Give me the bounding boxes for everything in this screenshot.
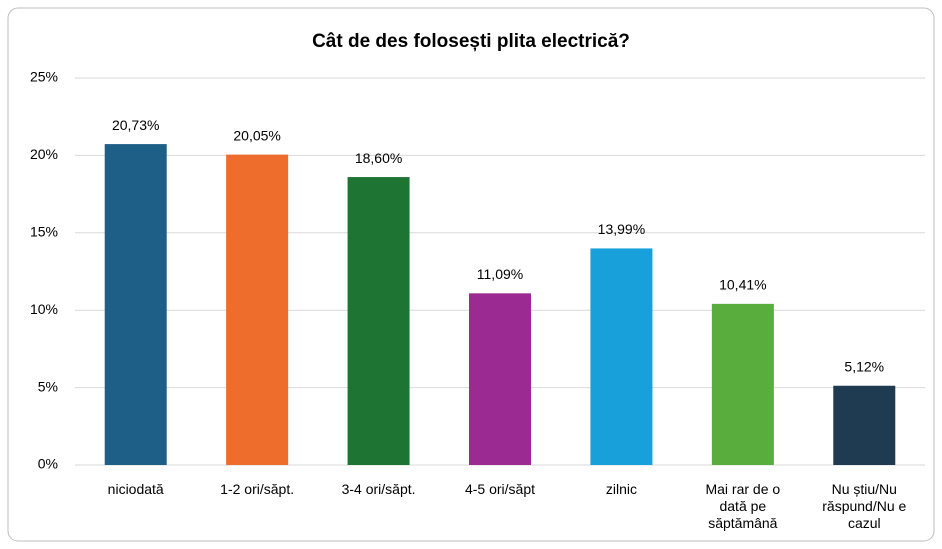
x-tick-group: Mai rar de o dată pe săptămână (705, 481, 781, 531)
x-tick-label: niciodată (107, 481, 164, 497)
bar (711, 303, 774, 465)
y-tick-label: 20% (30, 146, 58, 162)
bar (226, 154, 289, 465)
data-label: 20,73% (112, 117, 159, 133)
data-label: 18,60% (355, 150, 402, 166)
bar (104, 144, 167, 465)
data-label: 20,05% (233, 127, 280, 143)
y-tick-label: 0% (38, 456, 58, 472)
x-tick-group: 4-5 ori/săpt (464, 481, 536, 497)
y-tick-label: 25% (30, 69, 58, 85)
x-tick-label: 3-4 ori/săpt. (341, 481, 416, 497)
data-label: 11,09% (477, 266, 523, 282)
x-tick-group: 1-2 ori/săpt. (220, 481, 295, 497)
x-tick-group: zilnic (605, 481, 637, 497)
bar (590, 248, 653, 465)
x-tick-label: 4-5 ori/săpt (464, 481, 536, 497)
chart-title: Cât de des folosești plita electrică? (312, 31, 630, 52)
x-tick-group: 3-4 ori/săpt. (341, 481, 416, 497)
bar (347, 177, 410, 465)
x-tick-group: niciodată (107, 481, 164, 497)
bar (833, 385, 896, 465)
data-label: 13,99% (598, 221, 645, 237)
y-tick-label: 5% (38, 378, 58, 394)
x-tick-group: Nu știu/Nu răspund/Nu e cazul (822, 481, 907, 531)
x-tick-label: Mai rar de o dată pe săptămână (705, 481, 781, 531)
x-tick-label: 1-2 ori/săpt. (220, 481, 295, 497)
bar (469, 293, 531, 465)
x-tick-label: zilnic (605, 481, 637, 497)
data-label: 10,41% (719, 277, 766, 293)
y-tick-label: 10% (30, 301, 58, 317)
y-tick-label: 15% (30, 224, 58, 240)
data-label: 5,12% (844, 358, 884, 374)
x-tick-label: Nu știu/Nu răspund/Nu e cazul (822, 481, 907, 531)
